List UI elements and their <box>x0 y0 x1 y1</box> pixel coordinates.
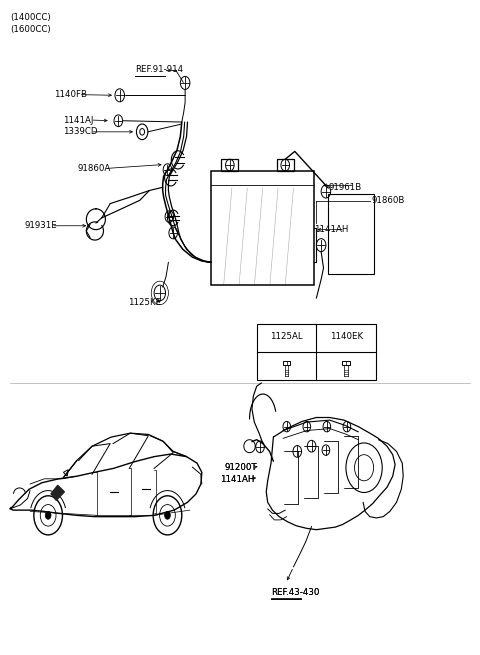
Text: 1141AH: 1141AH <box>314 225 348 234</box>
Text: 1125KE: 1125KE <box>128 298 161 307</box>
Text: 1140FB: 1140FB <box>54 90 87 99</box>
Text: 91860A: 91860A <box>78 164 111 173</box>
Text: 91200T: 91200T <box>225 463 257 472</box>
Text: (1600CC): (1600CC) <box>10 25 50 34</box>
Text: 91200T: 91200T <box>225 463 257 472</box>
Text: 91961B: 91961B <box>328 183 361 192</box>
Bar <box>276 159 294 171</box>
Bar <box>221 159 239 171</box>
Text: 1125AL: 1125AL <box>270 333 303 341</box>
Polygon shape <box>51 485 64 500</box>
Bar <box>342 360 350 365</box>
Circle shape <box>165 512 170 519</box>
Text: REF.43-430: REF.43-430 <box>271 588 319 597</box>
Bar <box>328 194 373 274</box>
Text: 1141AH: 1141AH <box>220 475 254 484</box>
Bar <box>257 324 376 380</box>
Bar <box>211 171 314 285</box>
Text: 1339CD: 1339CD <box>63 127 98 136</box>
Text: 1141AH: 1141AH <box>220 475 254 484</box>
Bar <box>283 360 290 365</box>
Text: REF.43-430: REF.43-430 <box>271 588 319 597</box>
Text: 1141AJ: 1141AJ <box>63 115 94 124</box>
Text: (1400CC): (1400CC) <box>10 13 50 22</box>
Text: 1140EK: 1140EK <box>330 333 363 341</box>
Text: 91860B: 91860B <box>371 196 405 206</box>
Circle shape <box>45 512 51 519</box>
Text: 91931E: 91931E <box>24 221 57 231</box>
Text: REF.91-914: REF.91-914 <box>135 66 183 75</box>
